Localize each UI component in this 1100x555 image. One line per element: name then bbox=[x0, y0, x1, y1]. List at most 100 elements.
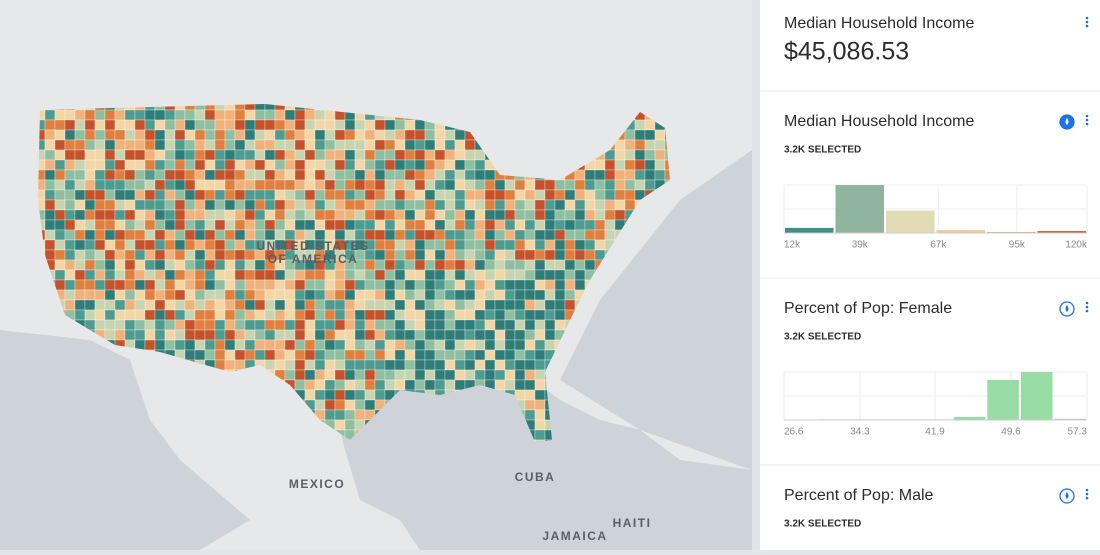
county bbox=[534, 369, 546, 381]
county bbox=[204, 139, 216, 151]
county bbox=[84, 229, 96, 241]
county bbox=[94, 189, 106, 201]
county bbox=[374, 219, 386, 231]
county bbox=[214, 139, 226, 151]
bar bbox=[953, 416, 986, 420]
county bbox=[104, 329, 116, 341]
menu-dot[interactable] bbox=[1085, 114, 1089, 118]
county bbox=[174, 229, 186, 241]
county bbox=[364, 319, 376, 331]
menu-dot[interactable] bbox=[1085, 24, 1089, 28]
county bbox=[394, 379, 406, 391]
county bbox=[404, 259, 416, 271]
county bbox=[204, 289, 216, 301]
county bbox=[394, 349, 406, 361]
county bbox=[244, 319, 256, 331]
county bbox=[494, 239, 506, 251]
county bbox=[304, 109, 316, 121]
menu-dot[interactable] bbox=[1085, 488, 1089, 492]
county bbox=[524, 309, 536, 321]
county bbox=[594, 159, 606, 171]
county bbox=[384, 189, 396, 201]
menu-dot[interactable] bbox=[1085, 118, 1089, 122]
county bbox=[364, 199, 376, 211]
county bbox=[354, 119, 366, 131]
county bbox=[294, 299, 306, 311]
county bbox=[594, 239, 606, 251]
menu-dot[interactable] bbox=[1085, 20, 1089, 24]
county bbox=[424, 269, 436, 281]
county bbox=[514, 209, 526, 221]
menu-dot[interactable] bbox=[1085, 492, 1089, 496]
county bbox=[284, 219, 296, 231]
county bbox=[274, 329, 286, 341]
county bbox=[254, 329, 266, 341]
county bbox=[454, 129, 466, 141]
county bbox=[564, 269, 576, 281]
county bbox=[344, 279, 356, 291]
county bbox=[324, 379, 336, 391]
county bbox=[404, 359, 416, 371]
county bbox=[574, 229, 586, 241]
county bbox=[354, 399, 366, 411]
county bbox=[464, 169, 476, 181]
county bbox=[224, 179, 236, 191]
county bbox=[234, 269, 246, 281]
menu-dot[interactable] bbox=[1085, 122, 1089, 126]
county bbox=[534, 409, 546, 421]
county bbox=[444, 349, 456, 361]
county bbox=[304, 349, 316, 361]
county bbox=[394, 179, 406, 191]
county bbox=[514, 309, 526, 321]
county bbox=[384, 209, 396, 221]
county bbox=[154, 339, 166, 351]
menu-dot[interactable] bbox=[1085, 305, 1089, 309]
x-tick-label: 120k bbox=[1065, 240, 1088, 251]
county bbox=[64, 139, 76, 151]
county bbox=[174, 279, 186, 291]
county bbox=[394, 269, 406, 281]
county bbox=[294, 319, 306, 331]
menu-dot[interactable] bbox=[1085, 16, 1089, 20]
county bbox=[104, 299, 116, 311]
county bbox=[554, 199, 566, 211]
county bbox=[344, 359, 356, 371]
county bbox=[424, 349, 436, 361]
county bbox=[154, 289, 166, 301]
county bbox=[84, 299, 96, 311]
county bbox=[164, 299, 176, 311]
county bbox=[454, 359, 466, 371]
county bbox=[84, 249, 96, 261]
map-label: JAMAICA bbox=[542, 529, 607, 543]
county bbox=[524, 339, 536, 351]
county bbox=[334, 119, 346, 131]
county bbox=[284, 169, 296, 181]
county bbox=[44, 139, 56, 151]
county bbox=[534, 209, 546, 221]
county bbox=[634, 169, 646, 181]
county bbox=[134, 269, 146, 281]
county bbox=[534, 229, 546, 241]
county bbox=[374, 319, 386, 331]
county bbox=[414, 259, 426, 271]
county bbox=[394, 339, 406, 351]
county bbox=[54, 149, 66, 161]
county bbox=[534, 199, 546, 211]
county bbox=[124, 199, 136, 211]
county bbox=[294, 209, 306, 221]
menu-dot[interactable] bbox=[1085, 309, 1089, 313]
x-tick-label: 57.3 bbox=[1068, 427, 1088, 438]
county bbox=[464, 229, 476, 241]
county bbox=[94, 199, 106, 211]
menu-dot[interactable] bbox=[1085, 301, 1089, 305]
county bbox=[574, 169, 586, 181]
county bbox=[634, 129, 646, 141]
menu-dot[interactable] bbox=[1085, 496, 1089, 500]
county bbox=[304, 379, 316, 391]
county bbox=[424, 299, 436, 311]
county bbox=[144, 129, 156, 141]
county bbox=[354, 309, 366, 321]
county bbox=[374, 209, 386, 221]
county bbox=[384, 319, 396, 331]
